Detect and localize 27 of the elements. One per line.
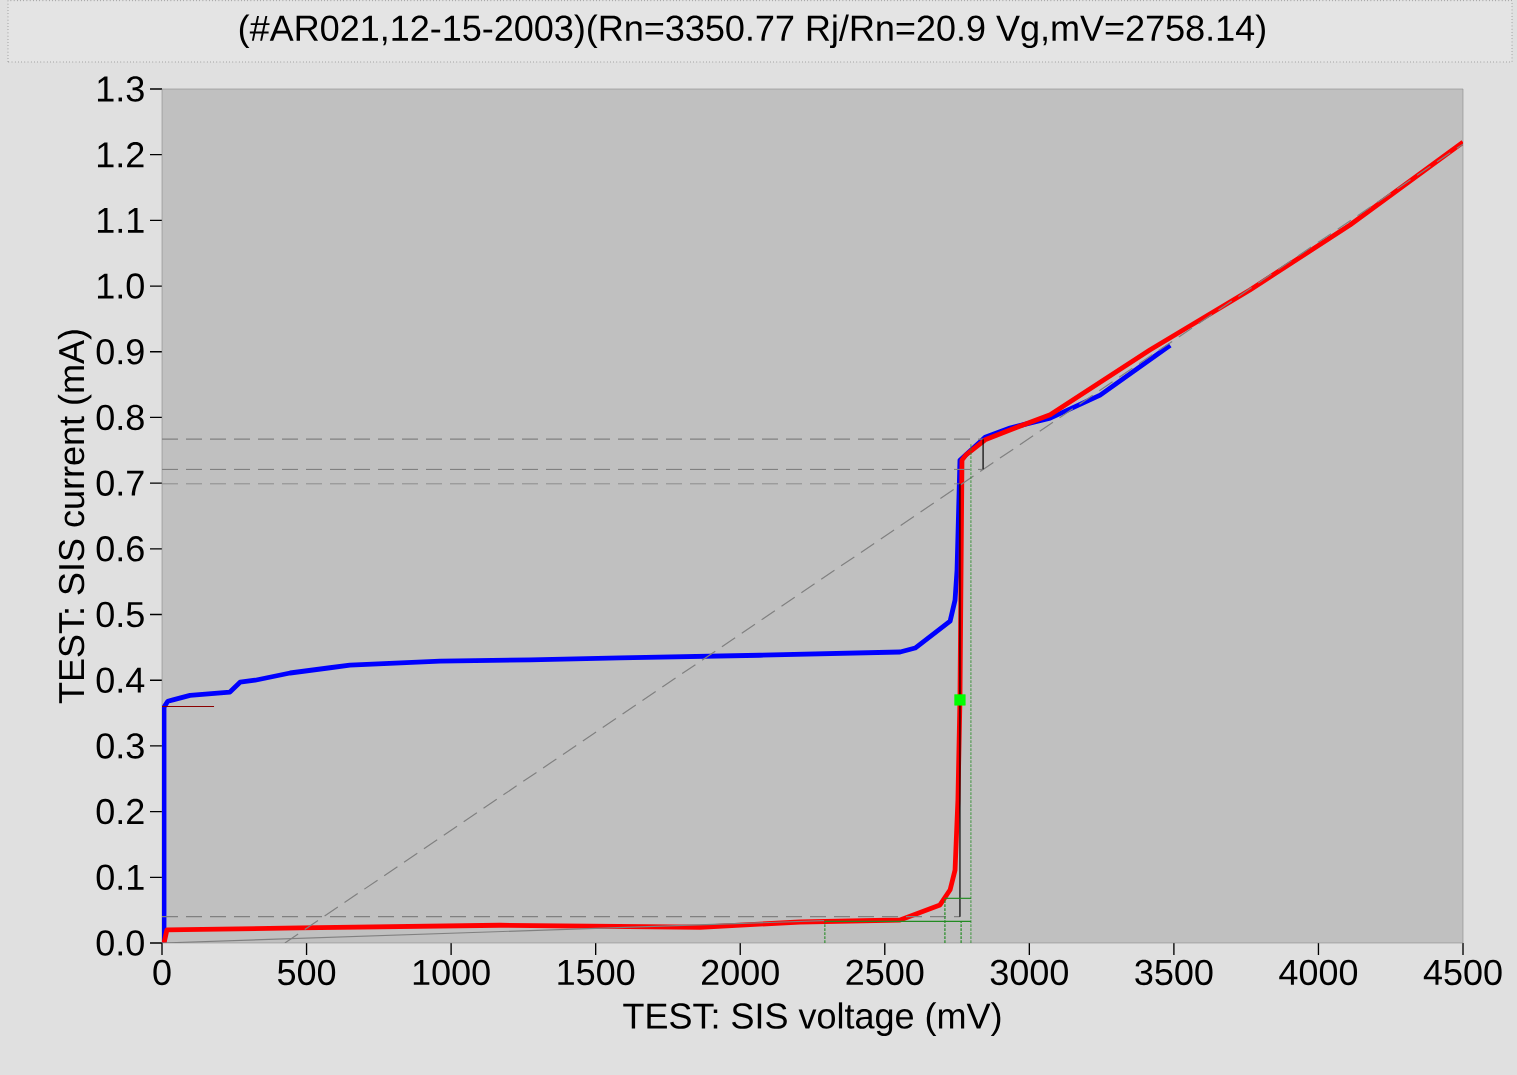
y-tick-label: 0.0 [96, 930, 144, 956]
y-tick-label: 1.2 [97, 142, 144, 168]
x-tick-label: 4500 [1423, 959, 1502, 986]
y-tick-label: 1.3 [97, 76, 144, 102]
x-tick-label: 0 [153, 959, 171, 986]
x-tick-label: 1000 [413, 959, 490, 986]
y-tick-label: 0.1 [96, 864, 144, 891]
y-tick-label: 0.4 [96, 667, 145, 693]
y-tick-label: 1.1 [97, 207, 144, 233]
chart-title: (#AR021,12-15-2003)(Rn=3350.77 Rj/Rn=20.9 Vg,mV=2758.14) [239, 14, 1265, 49]
x-tick-label: 500 [277, 959, 336, 986]
x-axis-title: TEST: SIS voltage (mV) [623, 1002, 1001, 1036]
y-tick-label: 0.9 [96, 339, 144, 365]
x-tick-label: 1500 [558, 959, 635, 986]
x-tick-label: 4000 [1279, 959, 1358, 986]
y-tick-label: 0.2 [96, 798, 144, 825]
x-tick-label: 2000 [702, 959, 779, 986]
y-tick-label: 1.0 [97, 273, 144, 299]
x-tick-label: 3000 [990, 959, 1068, 986]
y-axis-title: TEST: SIS current (mA) [57, 330, 92, 704]
y-tick-label: 0.3 [96, 733, 144, 759]
x-tick-label: 3500 [1135, 959, 1213, 986]
y-tick-label: 0.7 [96, 470, 144, 496]
y-tick-label: 0.8 [96, 404, 144, 431]
y-tick-label: 0.5 [96, 601, 144, 628]
x-tick-label: 2500 [846, 959, 924, 986]
y-tick-label: 0.6 [96, 536, 144, 562]
